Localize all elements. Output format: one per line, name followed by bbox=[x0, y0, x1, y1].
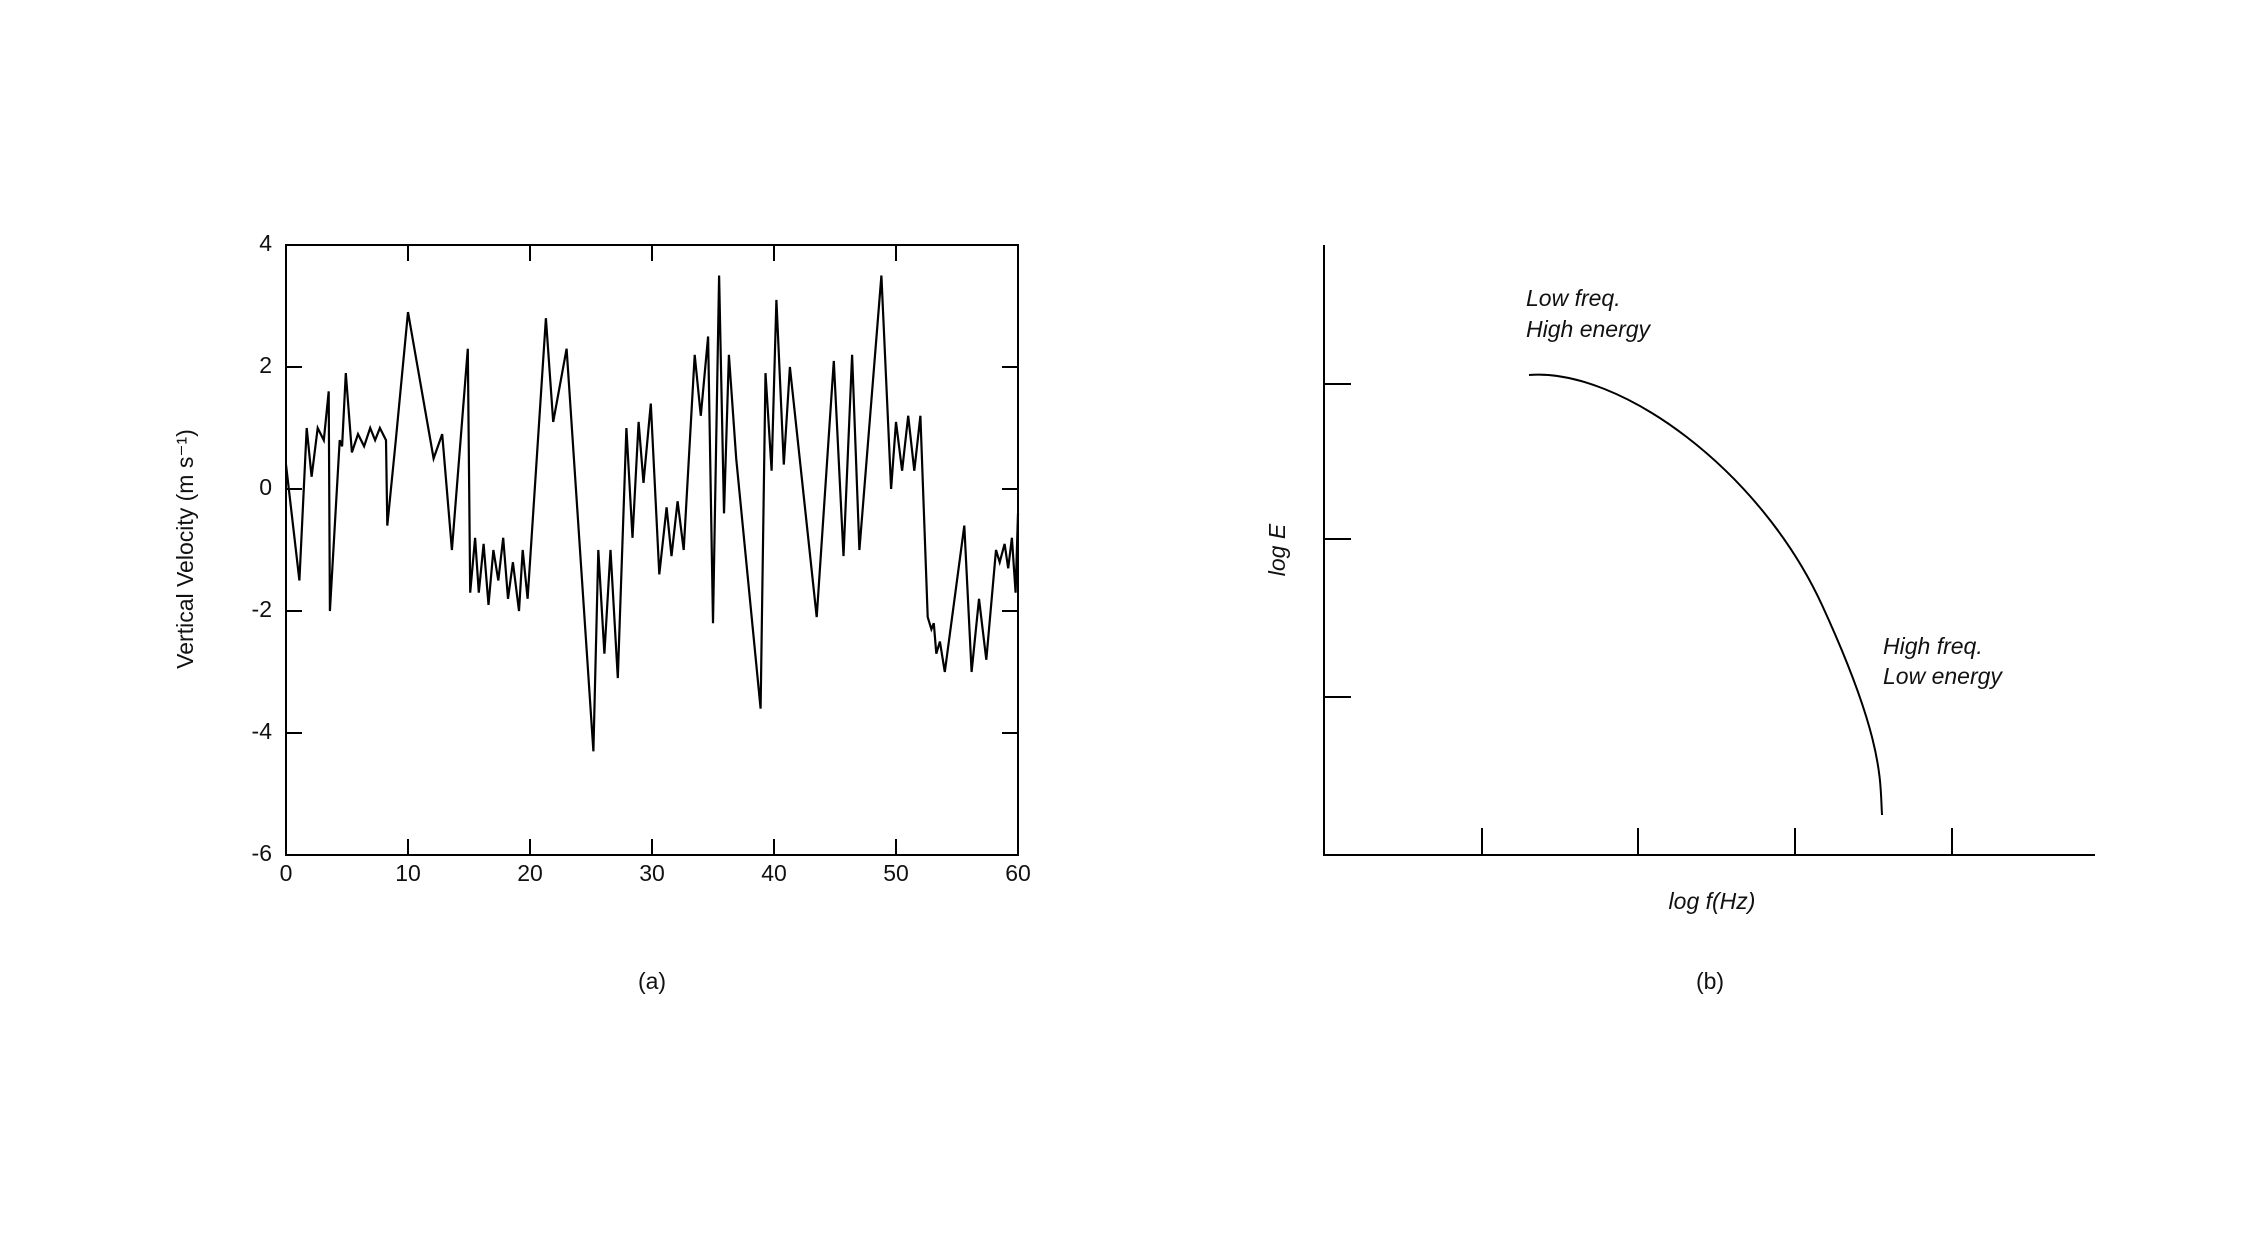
y-tick-label: 4 bbox=[259, 230, 272, 256]
y-tick-label: -2 bbox=[252, 596, 272, 622]
x-tick-label: 60 bbox=[1005, 860, 1031, 886]
axis-ticks bbox=[1324, 383, 1953, 855]
x-tick-label: 20 bbox=[517, 860, 543, 886]
x-axis-label: log f(Hz) bbox=[1669, 888, 1756, 914]
x-tick-label: 30 bbox=[639, 860, 665, 886]
x-tick-label: 40 bbox=[761, 860, 787, 886]
panel-b: Low freq. High energy High freq. Low ene… bbox=[1264, 245, 2095, 994]
annotation: High freq. bbox=[1883, 633, 1983, 659]
plot-frame bbox=[285, 244, 1019, 856]
y-tick-label: -4 bbox=[252, 718, 273, 744]
data-line bbox=[284, 275, 1020, 752]
y-tick-label: 2 bbox=[259, 352, 272, 378]
caption: (b) bbox=[1696, 968, 1724, 994]
annotation: Low energy bbox=[1883, 663, 2003, 689]
y-axis-label: log E bbox=[1264, 523, 1290, 576]
schematic-curve bbox=[1528, 373, 1883, 816]
axes bbox=[1323, 245, 2095, 856]
x-tick-label: 0 bbox=[280, 860, 293, 886]
y-tick-label: 0 bbox=[259, 474, 272, 500]
y-tick-label: -6 bbox=[252, 840, 272, 866]
annotation: High energy bbox=[1526, 316, 1652, 342]
annotation: Low freq. bbox=[1526, 285, 1621, 311]
x-tick-label: 10 bbox=[395, 860, 421, 886]
caption: (a) bbox=[638, 968, 666, 994]
x-tick-label: 50 bbox=[883, 860, 909, 886]
y-axis-label: Vertical Velocity (m s⁻¹) bbox=[172, 429, 198, 669]
